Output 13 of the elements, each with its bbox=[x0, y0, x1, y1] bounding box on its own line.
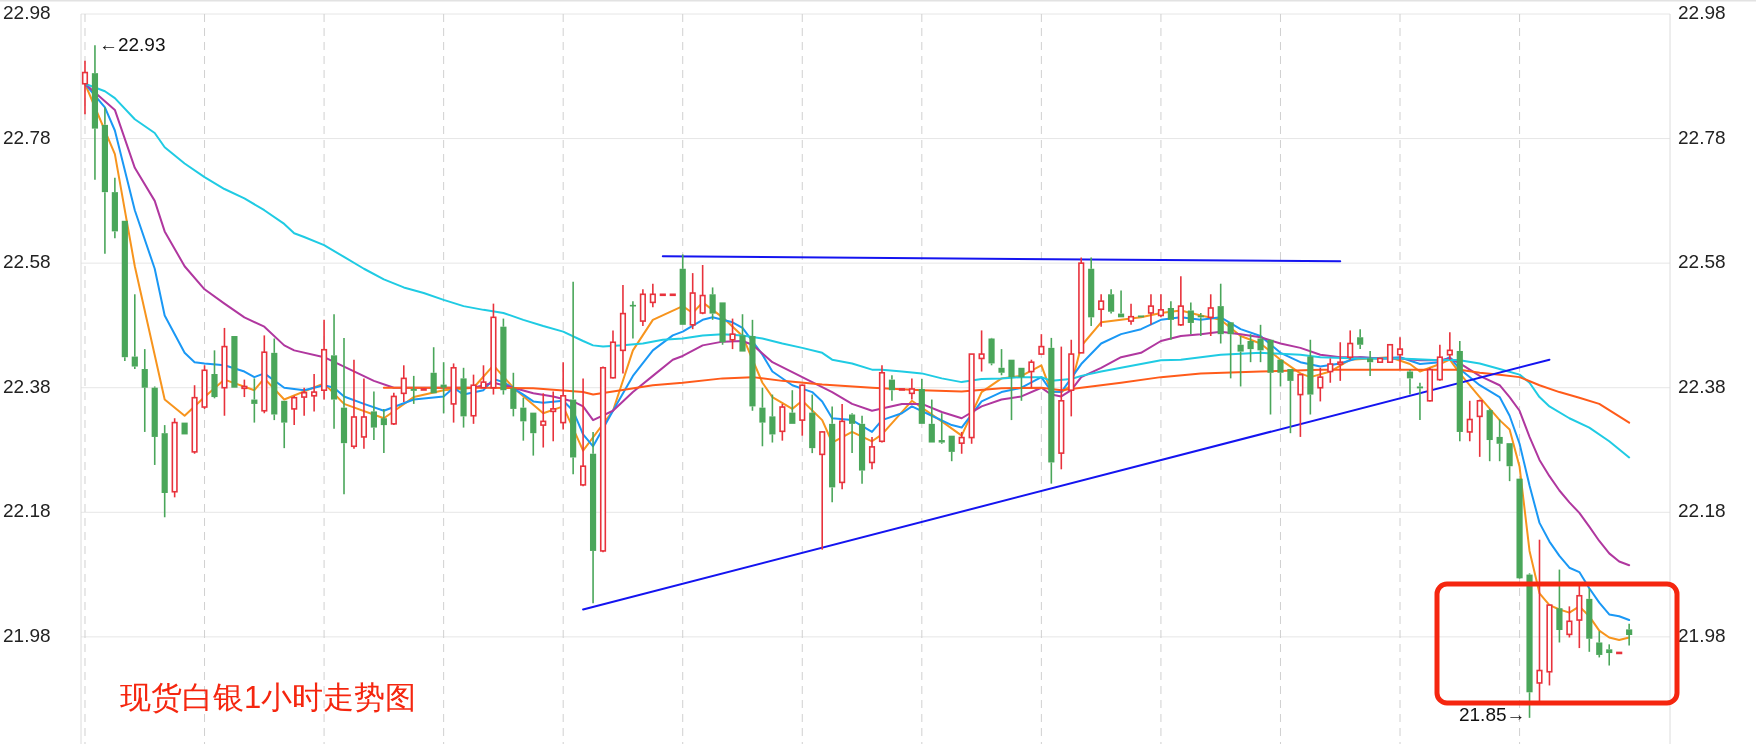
y-tick-label: 22.58 bbox=[3, 251, 51, 273]
y2-tick-label: 21.98 bbox=[1678, 624, 1726, 646]
y2-tick-label: 22.98 bbox=[1678, 2, 1726, 24]
y2-tick-label: 22.58 bbox=[1678, 251, 1726, 273]
y-tick-label: 22.38 bbox=[3, 375, 51, 397]
y-tick-label: 21.98 bbox=[3, 624, 51, 646]
y2-tick-label: 22.18 bbox=[1678, 500, 1726, 522]
y2-tick-label: 22.38 bbox=[1678, 375, 1726, 397]
y-tick-label: 22.78 bbox=[3, 126, 51, 148]
y2-tick-label: 22.78 bbox=[1678, 126, 1726, 148]
y-tick-label: 22.18 bbox=[3, 500, 51, 522]
y-tick-label: 22.98 bbox=[3, 2, 51, 24]
text: 现货白银1小时走势图 bbox=[120, 680, 417, 716]
